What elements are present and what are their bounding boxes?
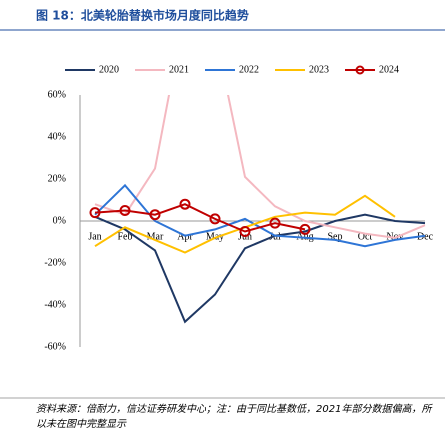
y-tick-label: -40% — [44, 299, 66, 310]
x-tick-label: Jul — [269, 231, 281, 242]
series-line — [94, 213, 426, 324]
point-marker — [269, 217, 281, 229]
point-marker — [89, 207, 101, 219]
x-tick-label: Mar — [147, 231, 164, 242]
point-marker — [149, 209, 161, 221]
x-tick-label: Dec — [417, 231, 434, 242]
point-marker — [119, 205, 131, 216]
x-tick-label: Sep — [328, 231, 343, 242]
x-tick-label: Aug — [296, 231, 313, 242]
x-tick-label: Oct — [358, 231, 373, 242]
legend-marker — [355, 65, 365, 75]
legend-label: 2020 — [99, 64, 119, 75]
legend-label: 2021 — [169, 64, 189, 75]
x-tick-label: Apr — [177, 231, 193, 242]
y-tick-label: 40% — [48, 131, 66, 142]
point-marker — [239, 226, 251, 237]
legend-label: 2022 — [239, 64, 259, 75]
y-tick-label: 20% — [48, 173, 66, 184]
plot-area — [89, 95, 426, 324]
point-marker — [209, 213, 221, 225]
source-note: 资料来源：倍耐力，信达证券研发中心；注：由于同比基数低，2021年部分数据偏高，… — [36, 404, 432, 430]
series-line — [94, 95, 426, 239]
point-marker — [179, 198, 191, 210]
y-tick-label: -60% — [44, 341, 66, 352]
source-box: 资料来源：倍耐力，信达证券研发中心；注：由于同比基数低，2021年部分数据偏高，… — [36, 404, 432, 430]
legend-label: 2024 — [379, 64, 399, 75]
x-tick-label: Feb — [118, 231, 133, 242]
y-tick-label: -20% — [44, 257, 66, 268]
y-tick-label: 0% — [53, 215, 66, 226]
chart-title: 图 18：北美轮胎替换市场月度同比趋势 — [36, 8, 249, 23]
x-tick-label: Jan — [88, 231, 101, 242]
series-line — [94, 183, 426, 248]
y-tick-label: 60% — [48, 89, 66, 100]
legend-label: 2023 — [309, 64, 329, 75]
point-marker — [299, 223, 311, 235]
